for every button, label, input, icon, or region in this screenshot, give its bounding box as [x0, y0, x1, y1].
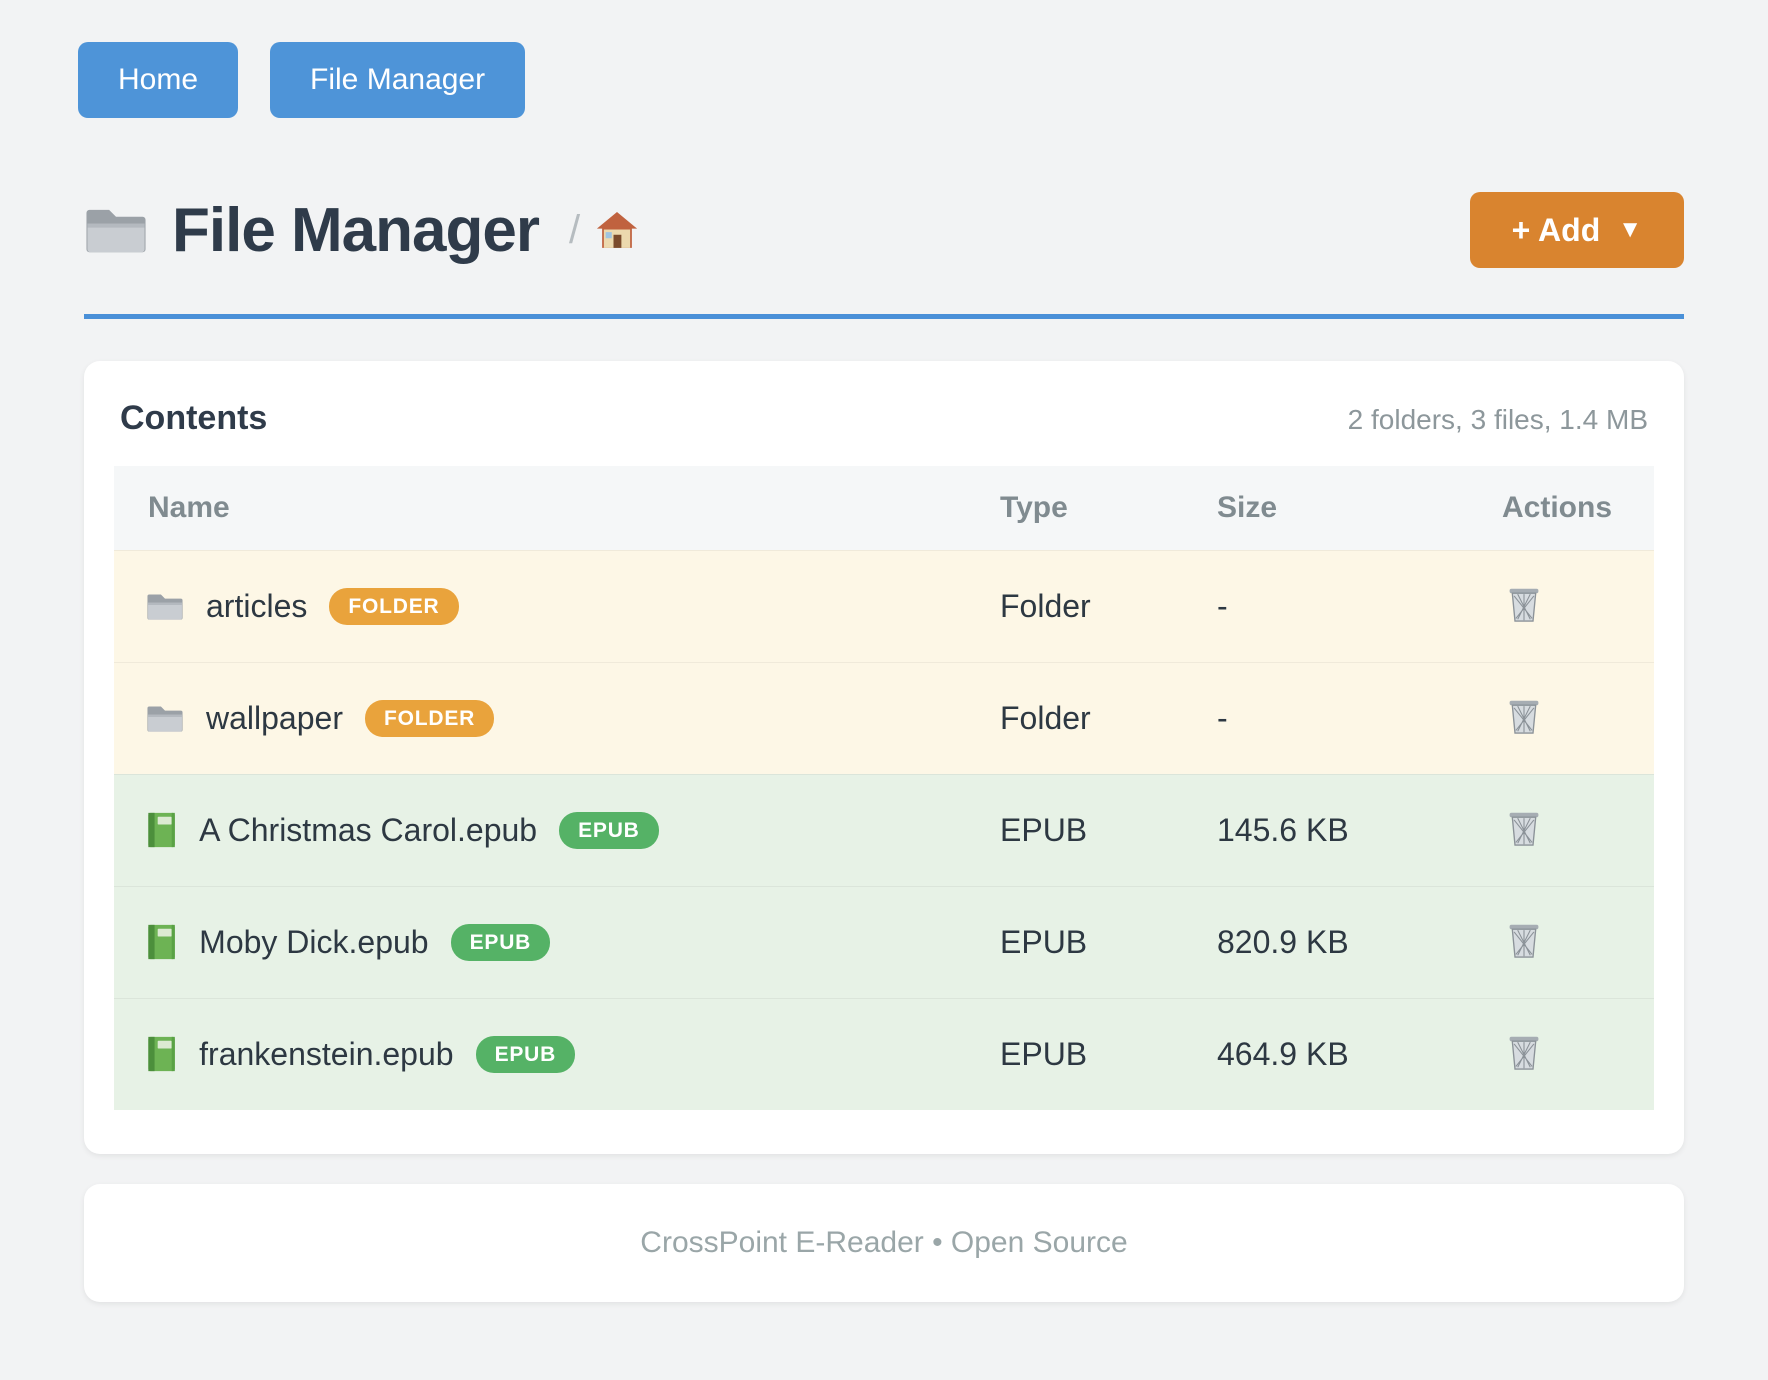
file-size: 145.6 KB — [1217, 773, 1502, 886]
book-icon — [146, 811, 177, 849]
file-name[interactable]: A Christmas Carol.epub — [199, 811, 538, 848]
add-button-label: + Add — [1511, 211, 1601, 248]
column-header-actions: Actions — [1502, 490, 1613, 524]
trash-icon — [1506, 1032, 1542, 1072]
page-title-text: File Manager — [172, 195, 540, 265]
delete-button[interactable] — [1502, 1028, 1546, 1076]
table-row: articles FOLDER Folder - — [114, 549, 1654, 662]
title-divider — [84, 314, 1684, 319]
file-name[interactable]: wallpaper — [206, 699, 343, 736]
table-row: Moby Dick.epub EPUB EPUB 820.9 KB — [114, 885, 1654, 998]
column-header-size: Size — [1217, 490, 1278, 524]
table-row: wallpaper FOLDER Folder - — [114, 661, 1654, 774]
contents-card: Contents 2 folders, 3 files, 1.4 MB Name… — [84, 361, 1684, 1154]
book-icon — [146, 1035, 177, 1073]
home-icon[interactable] — [596, 210, 638, 250]
breadcrumb: / — [569, 208, 638, 253]
page-container: Home File Manager File Manager / + Add ▼… — [78, 0, 1684, 1302]
file-size: - — [1217, 549, 1502, 662]
trash-icon — [1506, 696, 1542, 736]
add-button[interactable]: + Add ▼ — [1469, 192, 1684, 268]
table-row: frankenstein.epub EPUB EPUB 464.9 KB — [114, 997, 1654, 1110]
file-size: - — [1217, 661, 1502, 774]
home-button[interactable]: Home — [78, 42, 239, 118]
page-header: File Manager / + Add ▼ — [84, 192, 1684, 268]
table-row: A Christmas Carol.epub EPUB EPUB 145.6 KB — [114, 773, 1654, 886]
caret-down-icon: ▼ — [1618, 216, 1642, 243]
type-badge: FOLDER — [329, 587, 459, 625]
footer: CrossPoint E-Reader • Open Source — [84, 1184, 1684, 1302]
file-type: EPUB — [1000, 885, 1217, 998]
folder-icon — [84, 204, 148, 255]
breadcrumb-separator: / — [569, 207, 581, 252]
delete-button[interactable] — [1502, 916, 1546, 964]
type-badge: EPUB — [450, 923, 551, 961]
trash-icon — [1506, 808, 1542, 848]
column-header-name: Name — [148, 490, 230, 524]
file-name[interactable]: articles — [206, 587, 308, 624]
delete-button[interactable] — [1502, 804, 1546, 852]
type-badge: EPUB — [475, 1035, 576, 1073]
type-badge: FOLDER — [364, 699, 495, 737]
footer-text: CrossPoint E-Reader • Open Source — [640, 1226, 1128, 1259]
file-table: Name Type Size Actions articles FOLDER Folder… — [114, 466, 1654, 1110]
file-size: 464.9 KB — [1217, 997, 1502, 1110]
column-header-type: Type — [1000, 490, 1068, 524]
file-manager-button[interactable]: File Manager — [270, 42, 526, 118]
trash-icon — [1506, 584, 1542, 624]
trash-icon — [1506, 920, 1542, 960]
contents-title: Contents — [120, 399, 268, 437]
file-type: Folder — [1000, 661, 1217, 774]
file-name[interactable]: Moby Dick.epub — [199, 923, 429, 960]
folder-icon — [146, 591, 184, 621]
contents-summary: 2 folders, 3 files, 1.4 MB — [1347, 404, 1648, 435]
delete-button[interactable] — [1502, 580, 1546, 628]
file-type: EPUB — [1000, 997, 1217, 1110]
file-name[interactable]: frankenstein.epub — [199, 1035, 454, 1072]
type-badge: EPUB — [559, 811, 659, 849]
folder-icon — [146, 703, 184, 733]
contents-card-header: Contents 2 folders, 3 files, 1.4 MB — [114, 399, 1654, 466]
file-type: Folder — [1000, 549, 1217, 662]
file-table-header: Name Type Size Actions — [114, 466, 1654, 550]
file-type: EPUB — [1000, 773, 1217, 886]
top-nav: Home File Manager — [78, 42, 1684, 118]
file-size: 820.9 KB — [1217, 885, 1502, 998]
delete-button[interactable] — [1502, 692, 1546, 740]
page-title: File Manager — [84, 195, 540, 266]
book-icon — [146, 923, 177, 961]
